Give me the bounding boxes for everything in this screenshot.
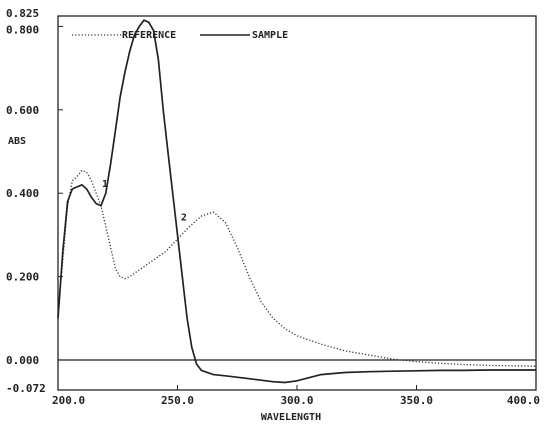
x-tick-label: 300.0 [280,394,313,407]
legend: REFERENCE SAMPLE [72,30,288,41]
plot-frame [57,15,537,391]
x-axis-title: WAVELENGTH [261,412,321,423]
y-tick-label: 0.800 [6,23,39,36]
x-tick-label: 400.0 [507,394,540,407]
x-tick-label: 250.0 [161,394,194,407]
y-tick-label: 0.200 [6,271,39,284]
peak-marker-label: 2 [181,212,187,223]
peak-markers: 12 [102,179,187,223]
y-tick-label: 0.000 [6,354,39,367]
legend-label-sample: SAMPLE [252,30,288,41]
y-tick-label: 0.825 [6,7,39,20]
x-tick-label: 350.0 [400,394,433,407]
x-axis-ticks: 200.0 250.0 300.0 350.0 400.0 [52,385,540,407]
y-tick-label: 0.600 [6,104,39,117]
peak-marker-label: 1 [102,179,108,190]
y-tick-label: 0.400 [6,187,39,200]
series-line-sample [57,19,536,384]
legend-label-reference: REFERENCE [122,30,176,41]
series-line-reference [57,169,537,367]
y-tick-label: -0.072 [6,382,46,395]
y-axis-ticks: 0.825 0.800 0.600 0.400 0.200 0.000 -0.072 [6,7,63,395]
y-axis-title: ABS [8,136,26,147]
x-tick-label: 200.0 [52,394,85,407]
